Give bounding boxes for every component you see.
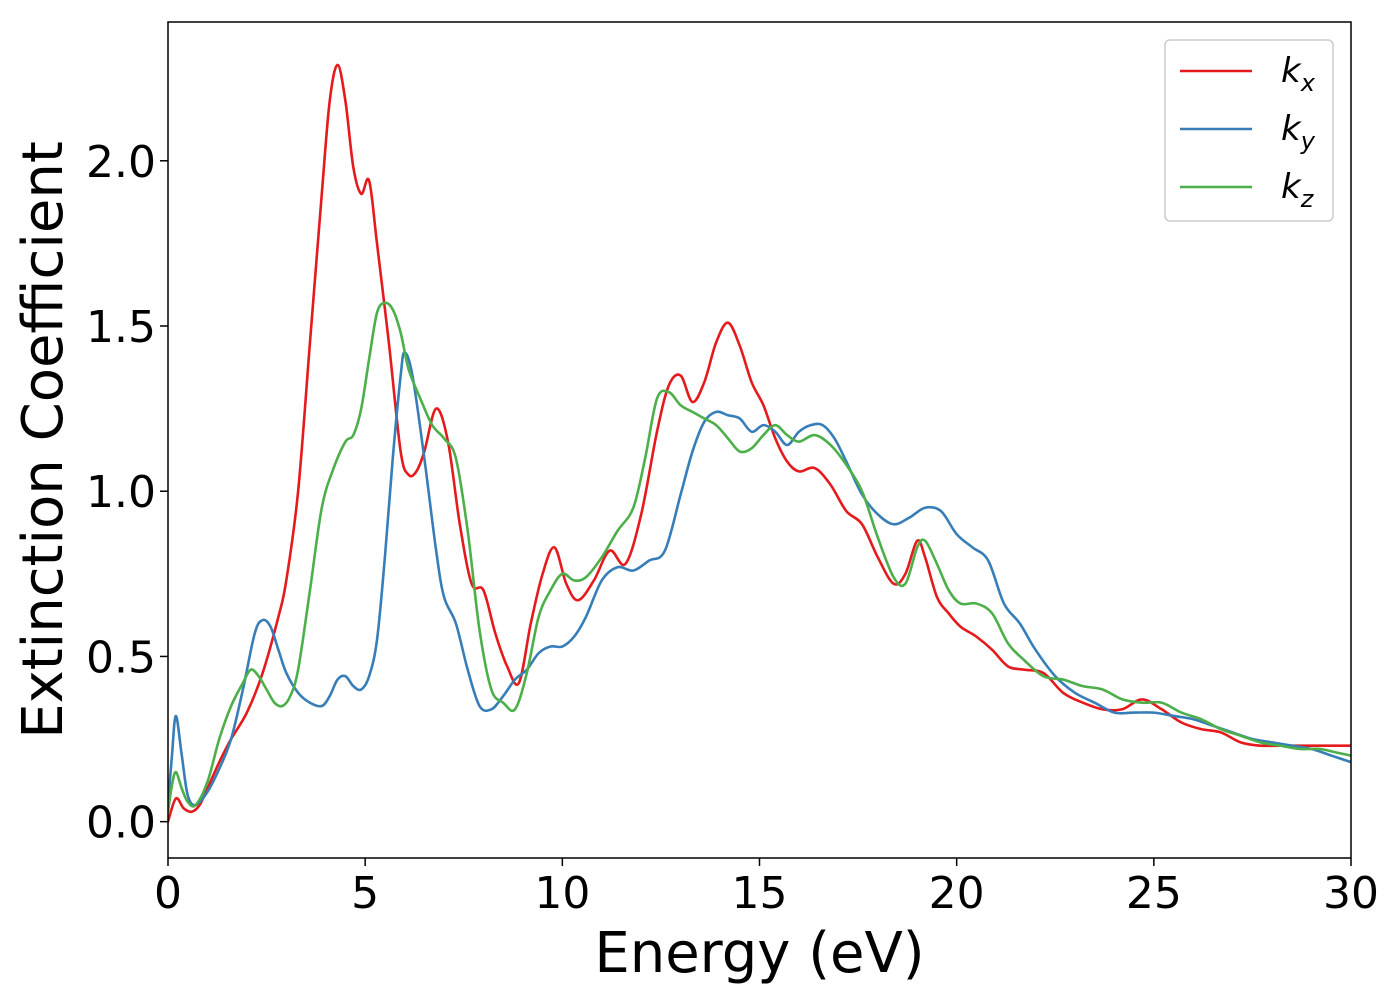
series-line-kx: [168, 63, 1351, 823]
x-tick-label: 10: [534, 868, 590, 919]
x-tick-label: 0: [154, 868, 182, 919]
y-axis-ticks: 0.0 0.5 1.0 1.5 2.0: [86, 137, 168, 849]
legend-box: [1164, 39, 1334, 222]
x-tick-label: 5: [351, 868, 379, 919]
x-tick-label: 30: [1323, 868, 1379, 919]
x-tick-label: 15: [732, 868, 788, 919]
series-layer: [168, 63, 1351, 823]
legend-label-subscript: y: [1300, 127, 1316, 155]
legend-label-subscript: z: [1300, 185, 1315, 213]
x-tick-label: 20: [929, 868, 985, 919]
y-tick-label: 0.5: [86, 632, 156, 683]
legend-label-ky: ky: [1281, 109, 1316, 155]
series-line-kz: [168, 301, 1351, 814]
y-axis-label: Extinction Coefficient: [11, 141, 76, 739]
legend-label-base: k: [1281, 51, 1302, 91]
y-tick-label: 2.0: [86, 137, 156, 188]
legend-label-base: k: [1281, 167, 1302, 207]
y-tick-label: 1.0: [86, 467, 156, 518]
series-line-ky: [168, 351, 1351, 807]
legend-label-subscript: x: [1300, 69, 1316, 97]
x-axis-label: Energy (eV): [594, 921, 924, 986]
x-axis-ticks: 0 5 10 15 20 25 30: [154, 858, 1379, 919]
legend-label-kz: kz: [1281, 167, 1315, 213]
x-tick-label: 25: [1126, 868, 1182, 919]
y-tick-label: 1.5: [86, 302, 156, 353]
legend-label-base: k: [1281, 109, 1302, 149]
y-tick-label: 0.0: [86, 798, 156, 849]
legend-label-kx: kx: [1281, 51, 1316, 97]
